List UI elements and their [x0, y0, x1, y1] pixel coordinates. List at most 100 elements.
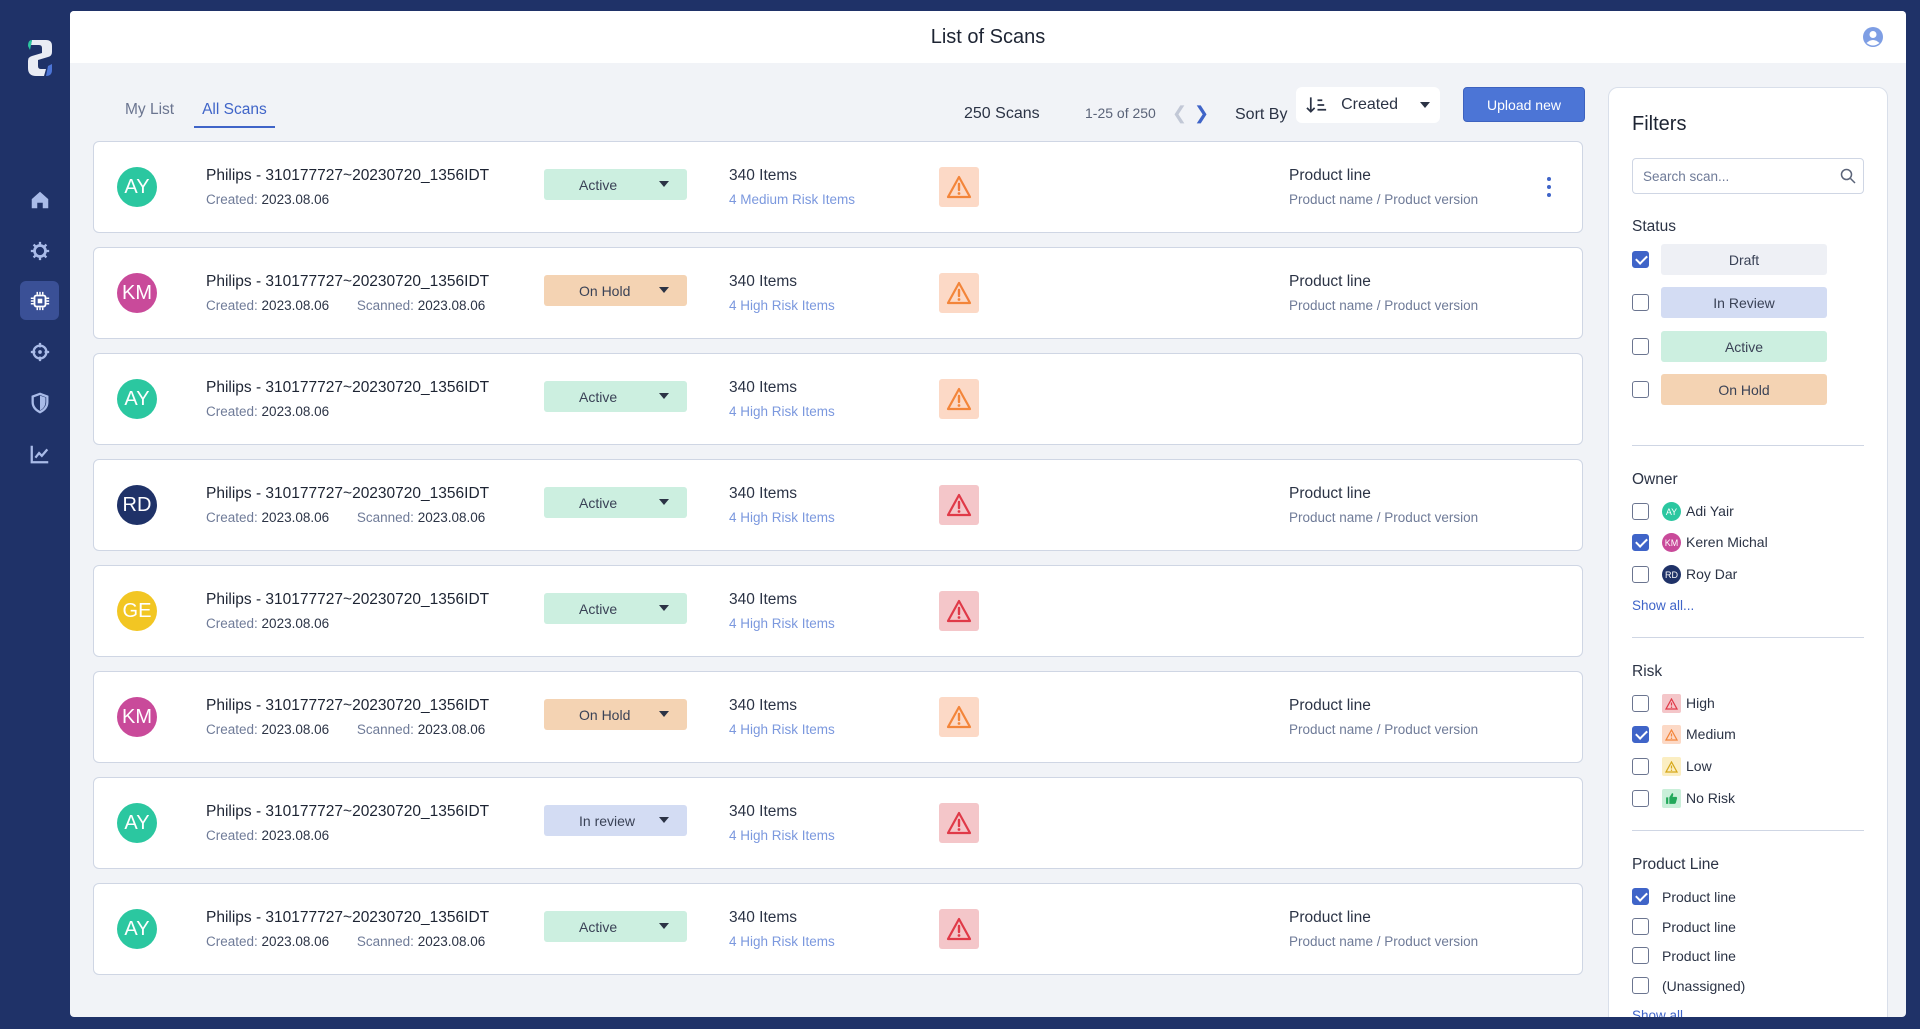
status-dropdown[interactable]: On Hold [544, 275, 687, 306]
nav-analytics[interactable] [20, 434, 59, 473]
owner-keren-checkbox[interactable] [1632, 534, 1649, 551]
items-count: 340 Items [729, 485, 798, 502]
pagination-range: 1-25 of 250 [1085, 105, 1156, 121]
status-dropdown[interactable]: On Hold [544, 699, 687, 730]
avatar: KM [1662, 533, 1681, 552]
product-line-unassigned-checkbox[interactable] [1632, 977, 1649, 994]
risk-items-link[interactable]: 4 High Risk Items [729, 616, 835, 631]
status-label: Active [579, 494, 618, 511]
nav-security[interactable] [20, 383, 59, 422]
caret-down-icon [659, 923, 669, 929]
scan-name[interactable]: Philips - 310177727~20230720_1356IDT [206, 379, 490, 396]
warning-icon [939, 909, 979, 949]
risk-low-checkbox[interactable] [1632, 758, 1649, 775]
avatar: AY [117, 909, 157, 949]
scan-row[interactable]: GE Philips - 310177727~20230720_1356IDT … [93, 565, 1583, 657]
more-options-icon[interactable] [1546, 177, 1552, 197]
scan-name[interactable]: Philips - 310177727~20230720_1356IDT [206, 167, 490, 184]
risk-items-link[interactable]: 4 High Risk Items [729, 722, 835, 737]
scan-row[interactable]: KM Philips - 310177727~20230720_1356IDT … [93, 247, 1583, 339]
status-dropdown[interactable]: Active [544, 381, 687, 412]
search-icon[interactable] [1840, 168, 1856, 184]
status-dropdown[interactable]: In review [544, 805, 687, 836]
warning-icon [939, 379, 979, 419]
status-active-checkbox[interactable] [1632, 338, 1649, 355]
product-line-3-checkbox[interactable] [1632, 947, 1649, 964]
search-input[interactable] [1632, 158, 1864, 194]
divider [1632, 830, 1864, 831]
risk-high-label: High [1686, 695, 1715, 711]
nav-target[interactable] [20, 332, 59, 371]
product-name-version: Product name / Product version [1289, 510, 1479, 525]
status-dropdown[interactable]: Active [544, 169, 687, 200]
chart-line-icon [30, 445, 48, 463]
scan-row[interactable]: KM Philips - 310177727~20230720_1356IDT … [93, 671, 1583, 763]
risk-items-link[interactable]: 4 High Risk Items [729, 404, 835, 419]
owner-roy-checkbox[interactable] [1632, 566, 1649, 583]
scan-name[interactable]: Philips - 310177727~20230720_1356IDT [206, 591, 490, 608]
risk-high-checkbox[interactable] [1632, 695, 1649, 712]
risk-items-link[interactable]: 4 High Risk Items [729, 934, 835, 949]
product-line: Product line [1289, 909, 1371, 926]
sort-dropdown[interactable]: Created [1296, 87, 1440, 123]
scan-row[interactable]: AY Philips - 310177727~20230720_1356IDT … [93, 777, 1583, 869]
chevron-left-icon[interactable]: ❮ [1172, 103, 1188, 123]
scan-row[interactable]: AY Philips - 310177727~20230720_1356IDT … [93, 141, 1583, 233]
created-date: 2023.08.06 [261, 616, 330, 631]
scan-name[interactable]: Philips - 310177727~20230720_1356IDT [206, 485, 490, 502]
chevron-right-icon[interactable]: ❯ [1194, 103, 1210, 123]
nav-settings[interactable] [20, 231, 59, 270]
app-logo[interactable] [22, 36, 56, 80]
created-date: 2023.08.06 [261, 934, 330, 949]
risk-items-link[interactable]: 4 High Risk Items [729, 298, 835, 313]
user-icon[interactable] [1862, 26, 1884, 48]
upload-new-button[interactable]: Upload new [1463, 87, 1585, 122]
tab-my-list[interactable]: My List [125, 101, 175, 118]
product-line-3-label: Product line [1662, 948, 1736, 964]
divider [1632, 637, 1864, 638]
risk-items-link[interactable]: 4 Medium Risk Items [729, 192, 856, 207]
product-name-version: Product name / Product version [1289, 934, 1479, 949]
product-line: Product line [1289, 697, 1371, 714]
items-count: 340 Items [729, 803, 798, 820]
created-label: Created: [206, 404, 258, 419]
status-dropdown[interactable]: Active [544, 487, 687, 518]
scanned-label: Scanned: [356, 722, 414, 737]
scan-name[interactable]: Philips - 310177727~20230720_1356IDT [206, 803, 490, 820]
risk-medium-checkbox[interactable] [1632, 726, 1649, 743]
scan-name[interactable]: Philips - 310177727~20230720_1356IDT [206, 909, 490, 926]
nav-home[interactable] [20, 180, 59, 219]
product-line-1-checkbox[interactable] [1632, 888, 1649, 905]
scanned-label: Scanned: [356, 934, 414, 949]
avatar: GE [117, 591, 157, 631]
scan-row[interactable]: AY Philips - 310177727~20230720_1356IDT … [93, 883, 1583, 975]
risk-none-checkbox[interactable] [1632, 790, 1649, 807]
scan-row[interactable]: RD Philips - 310177727~20230720_1356IDT … [93, 459, 1583, 551]
tab-all-scans[interactable]: All Scans [194, 95, 275, 128]
gear-scan-icon [30, 241, 49, 260]
scan-dates: Created: 2023.08.06 Scanned: 2023.08.06 [206, 298, 485, 313]
owner-show-all-link[interactable]: Show all... [1632, 598, 1695, 613]
scanned-label: Scanned: [356, 298, 414, 313]
scan-name[interactable]: Philips - 310177727~20230720_1356IDT [206, 697, 490, 714]
status-dropdown[interactable]: Active [544, 911, 687, 942]
scan-row[interactable]: AY Philips - 310177727~20230720_1356IDT … [93, 353, 1583, 445]
product-line-show-all-link[interactable]: Show all... [1632, 1008, 1695, 1017]
created-date: 2023.08.06 [261, 510, 330, 525]
created-date: 2023.08.06 [261, 404, 330, 419]
status-draft-checkbox[interactable] [1632, 251, 1649, 268]
avatar: AY [117, 379, 157, 419]
status-on-hold-checkbox[interactable] [1632, 381, 1649, 398]
status-dropdown[interactable]: Active [544, 593, 687, 624]
scan-name[interactable]: Philips - 310177727~20230720_1356IDT [206, 273, 490, 290]
product-line-2-checkbox[interactable] [1632, 918, 1649, 935]
risk-items-link[interactable]: 4 High Risk Items [729, 510, 835, 525]
created-label: Created: [206, 510, 258, 525]
risk-items-link[interactable]: 4 High Risk Items [729, 828, 835, 843]
owner-adi-checkbox[interactable] [1632, 503, 1649, 520]
status-in-review-checkbox[interactable] [1632, 294, 1649, 311]
nav-scans[interactable] [20, 281, 59, 320]
owner-keren-label: Keren Michal [1686, 534, 1768, 550]
owner-roy-label: Roy Dar [1686, 566, 1738, 582]
status-label: Active [579, 600, 618, 617]
